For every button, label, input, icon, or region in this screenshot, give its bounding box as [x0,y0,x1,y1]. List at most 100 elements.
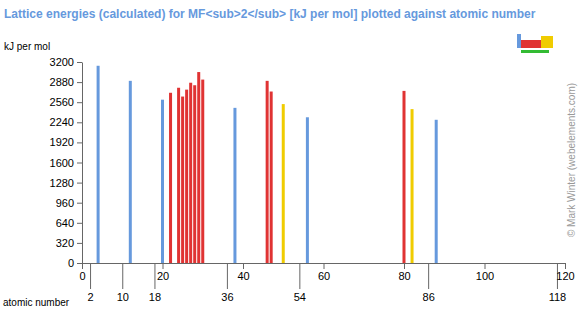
x-tick-mark [243,263,244,269]
x-tick-mark [90,263,91,289]
x-tick: 54 [294,263,306,303]
x-axis-title: atomic number [3,297,70,308]
y-tick-mark [77,102,82,103]
bar [270,92,273,263]
y-axis-title: kJ per mol [4,41,50,52]
y-tick: 320 [56,237,82,249]
y-tick-mark [77,263,82,264]
x-tick: 2 [87,263,93,303]
x-tick-label: 36 [221,291,233,303]
y-tick: 1920 [50,136,82,148]
x-tick: 36 [221,263,233,303]
title-line: Lattice energies (calculated) for MF<sub… [4,7,536,21]
y-tick: 1280 [50,177,82,189]
chart: Lattice energies (calculated) for MF<sub… [0,0,580,315]
bar [435,120,438,263]
block-icon [517,34,553,53]
x-tick-mark [227,263,228,289]
x-tick-mark [404,263,405,269]
bar [129,81,132,263]
y-tick-label: 1920 [50,136,74,148]
bar [185,90,188,263]
x-axis: 02 10 18 20 36 40 54 60 80 86 100 118 120 [79,263,574,303]
bar [282,104,285,263]
x-tick: 86 [423,263,435,303]
y-tick-mark [77,183,82,184]
x-tick-label: 118 [549,291,567,303]
bar [411,109,414,263]
x-tick-label: 80 [398,270,410,282]
bar [97,66,100,263]
x-tick-label: 60 [318,270,330,282]
y-tick: 640 [56,217,82,229]
x-tick-mark [122,263,123,289]
y-tick-label: 2240 [50,116,74,128]
y-tick-label: 960 [56,197,74,209]
x-tick-label: 100 [476,270,494,282]
x-tick-label: 0 [79,270,85,282]
x-tick-mark [154,263,155,289]
bar [181,97,184,263]
y-tick-label: 0 [68,257,74,269]
y-tick-label: 2560 [50,96,74,108]
x-tick: 100 [476,263,494,282]
bar [189,83,192,263]
icon-f [521,50,549,53]
bar [177,88,180,263]
bar [161,100,164,263]
x-tick-label: 54 [294,291,306,303]
x-tick: 60 [318,263,330,282]
y-tick-mark [77,203,82,204]
plot-area [97,66,438,263]
x-tick: 20 [157,263,169,282]
bar [306,117,309,263]
bar [201,80,204,263]
x-tick-label: 18 [149,291,161,303]
icon-p [541,36,553,48]
x-tick: 0 [79,263,85,282]
y-tick-label: 3200 [50,56,74,68]
y-tick: 3200 [50,56,82,68]
y-tick: 2560 [50,96,82,108]
x-tick: 80 [398,263,410,282]
x-tick: 40 [237,263,249,282]
bar [403,91,406,263]
x-tick-label: 86 [423,291,435,303]
x-tick-label: 2 [87,291,93,303]
y-tick-label: 320 [56,237,74,249]
y-axis-line [82,63,83,264]
y-tick-mark [77,142,82,143]
x-tick: 120 [556,263,574,282]
y-tick-mark [77,163,82,164]
x-tick-mark [163,263,164,269]
x-tick-mark [324,263,325,269]
y-tick-label: 1600 [50,157,74,169]
x-tick-mark [485,263,486,269]
y-tick: 960 [56,197,82,209]
x-tick-label: 20 [157,270,169,282]
y-tick: 1600 [50,157,82,169]
bar [197,72,200,263]
icon-s [517,34,521,48]
y-axis: 0 320 640 960 1280 1600 1920 2240 2560 2880 3200 [50,56,83,269]
bar [266,81,269,263]
title: Lattice energies (calculated) for MF<sub… [4,7,536,21]
x-tick-mark [299,263,300,289]
y-tick-label: 1280 [50,177,74,189]
y-tick: 2240 [50,116,82,128]
y-tick-mark [77,243,82,244]
y-tick: 0 [68,257,82,269]
icon-d [521,40,541,48]
y-tick-mark [77,122,82,123]
x-tick: 10 [117,263,129,303]
y-tick-label: 2880 [50,76,74,88]
x-tick-mark [428,263,429,289]
bar [193,85,196,263]
x-tick-mark [82,263,83,269]
bar [169,93,172,263]
y-tick-mark [77,62,82,63]
y-tick-mark [77,82,82,83]
x-tick-label: 120 [556,270,574,282]
copyright: © Mark Winter (webelements.com) [566,83,577,237]
bar [233,108,236,263]
